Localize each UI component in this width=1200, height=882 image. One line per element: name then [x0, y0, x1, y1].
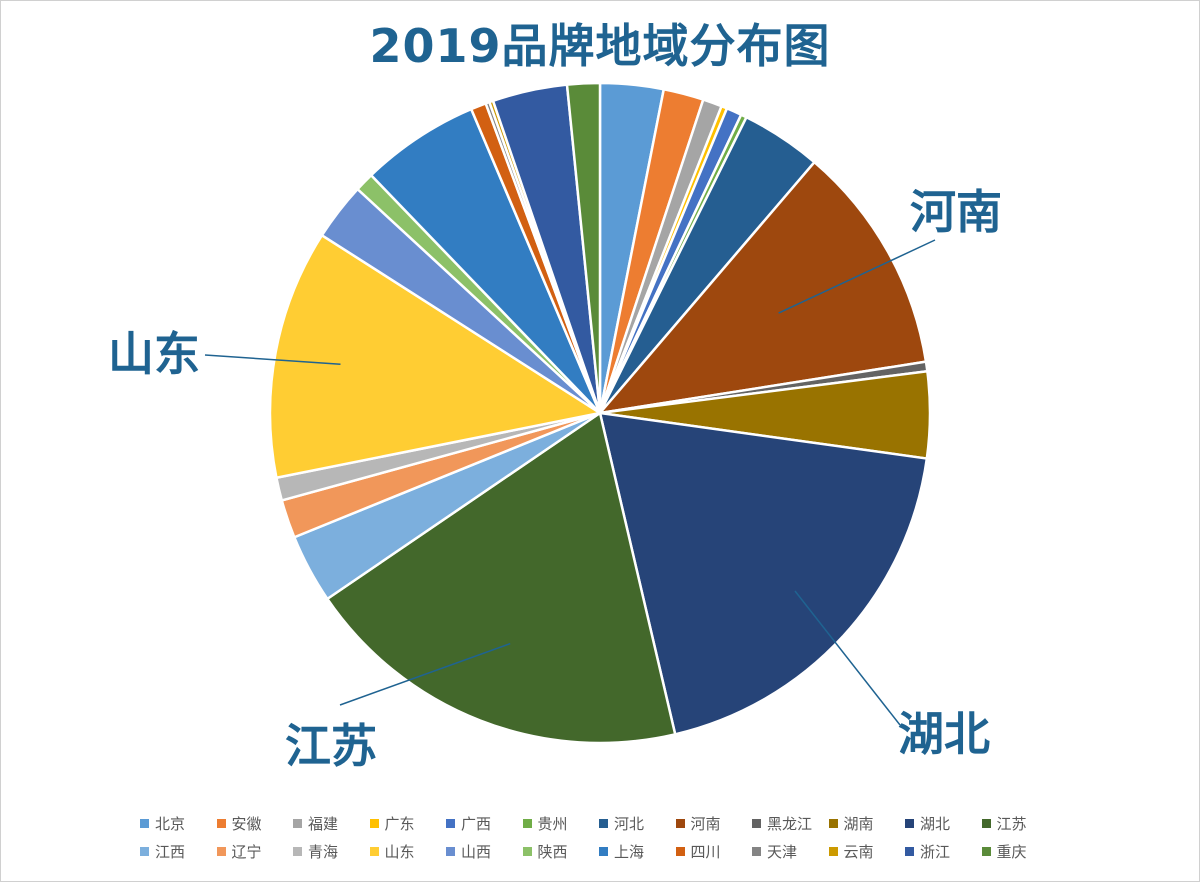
legend-swatch	[752, 846, 761, 856]
legend-label: 河南	[690, 814, 721, 833]
legend-swatch	[140, 846, 149, 856]
legend: 北京 安徽 福建 广东 广西 贵州 河北 河南 黑龙江 湖南 湖北 江苏江西 辽宁 青海 山东 山西 陕西 上海 四…	[140, 814, 1060, 861]
legend-item: 广东	[369, 814, 447, 833]
legend-label: 陕西	[537, 842, 568, 861]
callout-label-shandong: 山东	[108, 327, 200, 381]
callout-leader-江苏	[339, 642, 511, 706]
legend-item: 陕西	[522, 842, 600, 861]
legend-item: 云南	[828, 842, 906, 861]
legend-swatch	[981, 818, 991, 828]
pie-slice-重庆	[565, 81, 602, 415]
legend-swatch	[599, 818, 608, 828]
legend-label: 福建	[308, 814, 339, 833]
legend-label: 上海	[614, 842, 645, 861]
legend-label: 重庆	[996, 842, 1027, 861]
pie-slice-河南	[598, 160, 928, 415]
legend-item: 贵州	[522, 814, 600, 833]
legend-item: 湖南	[828, 814, 906, 833]
legend-label: 天津	[767, 842, 798, 861]
legend-swatch	[522, 818, 532, 828]
legend-label: 安徽	[231, 814, 262, 833]
legend-item: 湖北	[905, 814, 982, 833]
legend-label: 山西	[461, 842, 492, 861]
legend-swatch	[216, 846, 226, 856]
legend-item: 河北	[599, 814, 676, 833]
legend-label: 黑龙江	[767, 814, 813, 833]
legend-item: 山西	[446, 842, 523, 861]
callout-label-jiangsu: 江苏	[285, 719, 377, 773]
legend-label: 云南	[843, 842, 874, 861]
legend-item: 广西	[446, 814, 523, 833]
legend-item: 黑龙江	[752, 814, 829, 833]
legend-label: 江西	[155, 842, 186, 861]
legend-label: 江苏	[996, 814, 1027, 833]
legend-item: 辽宁	[216, 842, 294, 861]
legend-label: 辽宁	[231, 842, 262, 861]
legend-item: 江苏	[981, 814, 1059, 833]
legend-item: 江西	[140, 842, 217, 861]
legend-swatch	[905, 818, 914, 828]
legend-label: 北京	[155, 814, 186, 833]
legend-label: 湖北	[920, 814, 951, 833]
legend-item: 安徽	[216, 814, 294, 833]
legend-label: 广东	[384, 814, 415, 833]
legend-swatch	[522, 846, 532, 856]
legend-swatch	[446, 846, 455, 856]
legend-item: 重庆	[981, 842, 1059, 861]
legend-item: 天津	[752, 842, 829, 861]
legend-item: 福建	[293, 814, 370, 833]
legend-swatch	[981, 846, 991, 856]
legend-label: 贵州	[537, 814, 568, 833]
legend-swatch	[752, 818, 761, 828]
legend-label: 四川	[690, 842, 721, 861]
legend-label: 河北	[614, 814, 645, 833]
legend-swatch	[675, 846, 685, 856]
pie-slice-江苏	[326, 411, 677, 745]
legend-label: 广西	[461, 814, 492, 833]
legend-label: 山东	[384, 842, 415, 861]
legend-swatch	[216, 818, 226, 828]
pie-slice-湖北	[598, 411, 929, 736]
legend-swatch	[140, 818, 149, 828]
legend-swatch	[293, 846, 302, 856]
legend-swatch	[446, 818, 455, 828]
callout-leader-湖北	[794, 590, 901, 726]
legend-swatch	[369, 846, 379, 856]
callout-label-hubei: 湖北	[898, 707, 990, 761]
callout-leader-山东	[204, 354, 341, 366]
legend-label: 湖南	[843, 814, 874, 833]
legend-swatch	[828, 818, 838, 828]
legend-label: 浙江	[920, 842, 951, 861]
legend-item: 河南	[675, 814, 753, 833]
pie-slice-山东	[268, 234, 602, 479]
legend-swatch	[293, 818, 302, 828]
legend-swatch	[369, 818, 379, 828]
legend-label: 青海	[308, 842, 339, 861]
chart-title: 2019品牌地域分布图	[369, 19, 831, 73]
legend-item: 浙江	[905, 842, 982, 861]
legend-item: 四川	[675, 842, 753, 861]
legend-swatch	[599, 846, 608, 856]
legend-item: 上海	[599, 842, 676, 861]
callout-leader-河南	[778, 239, 936, 314]
legend-swatch	[828, 846, 838, 856]
legend-swatch	[905, 846, 914, 856]
legend-item: 山东	[369, 842, 447, 861]
legend-item: 青海	[293, 842, 370, 861]
legend-swatch	[675, 818, 685, 828]
callout-label-henan: 河南	[910, 185, 1002, 239]
legend-item: 北京	[140, 814, 217, 833]
